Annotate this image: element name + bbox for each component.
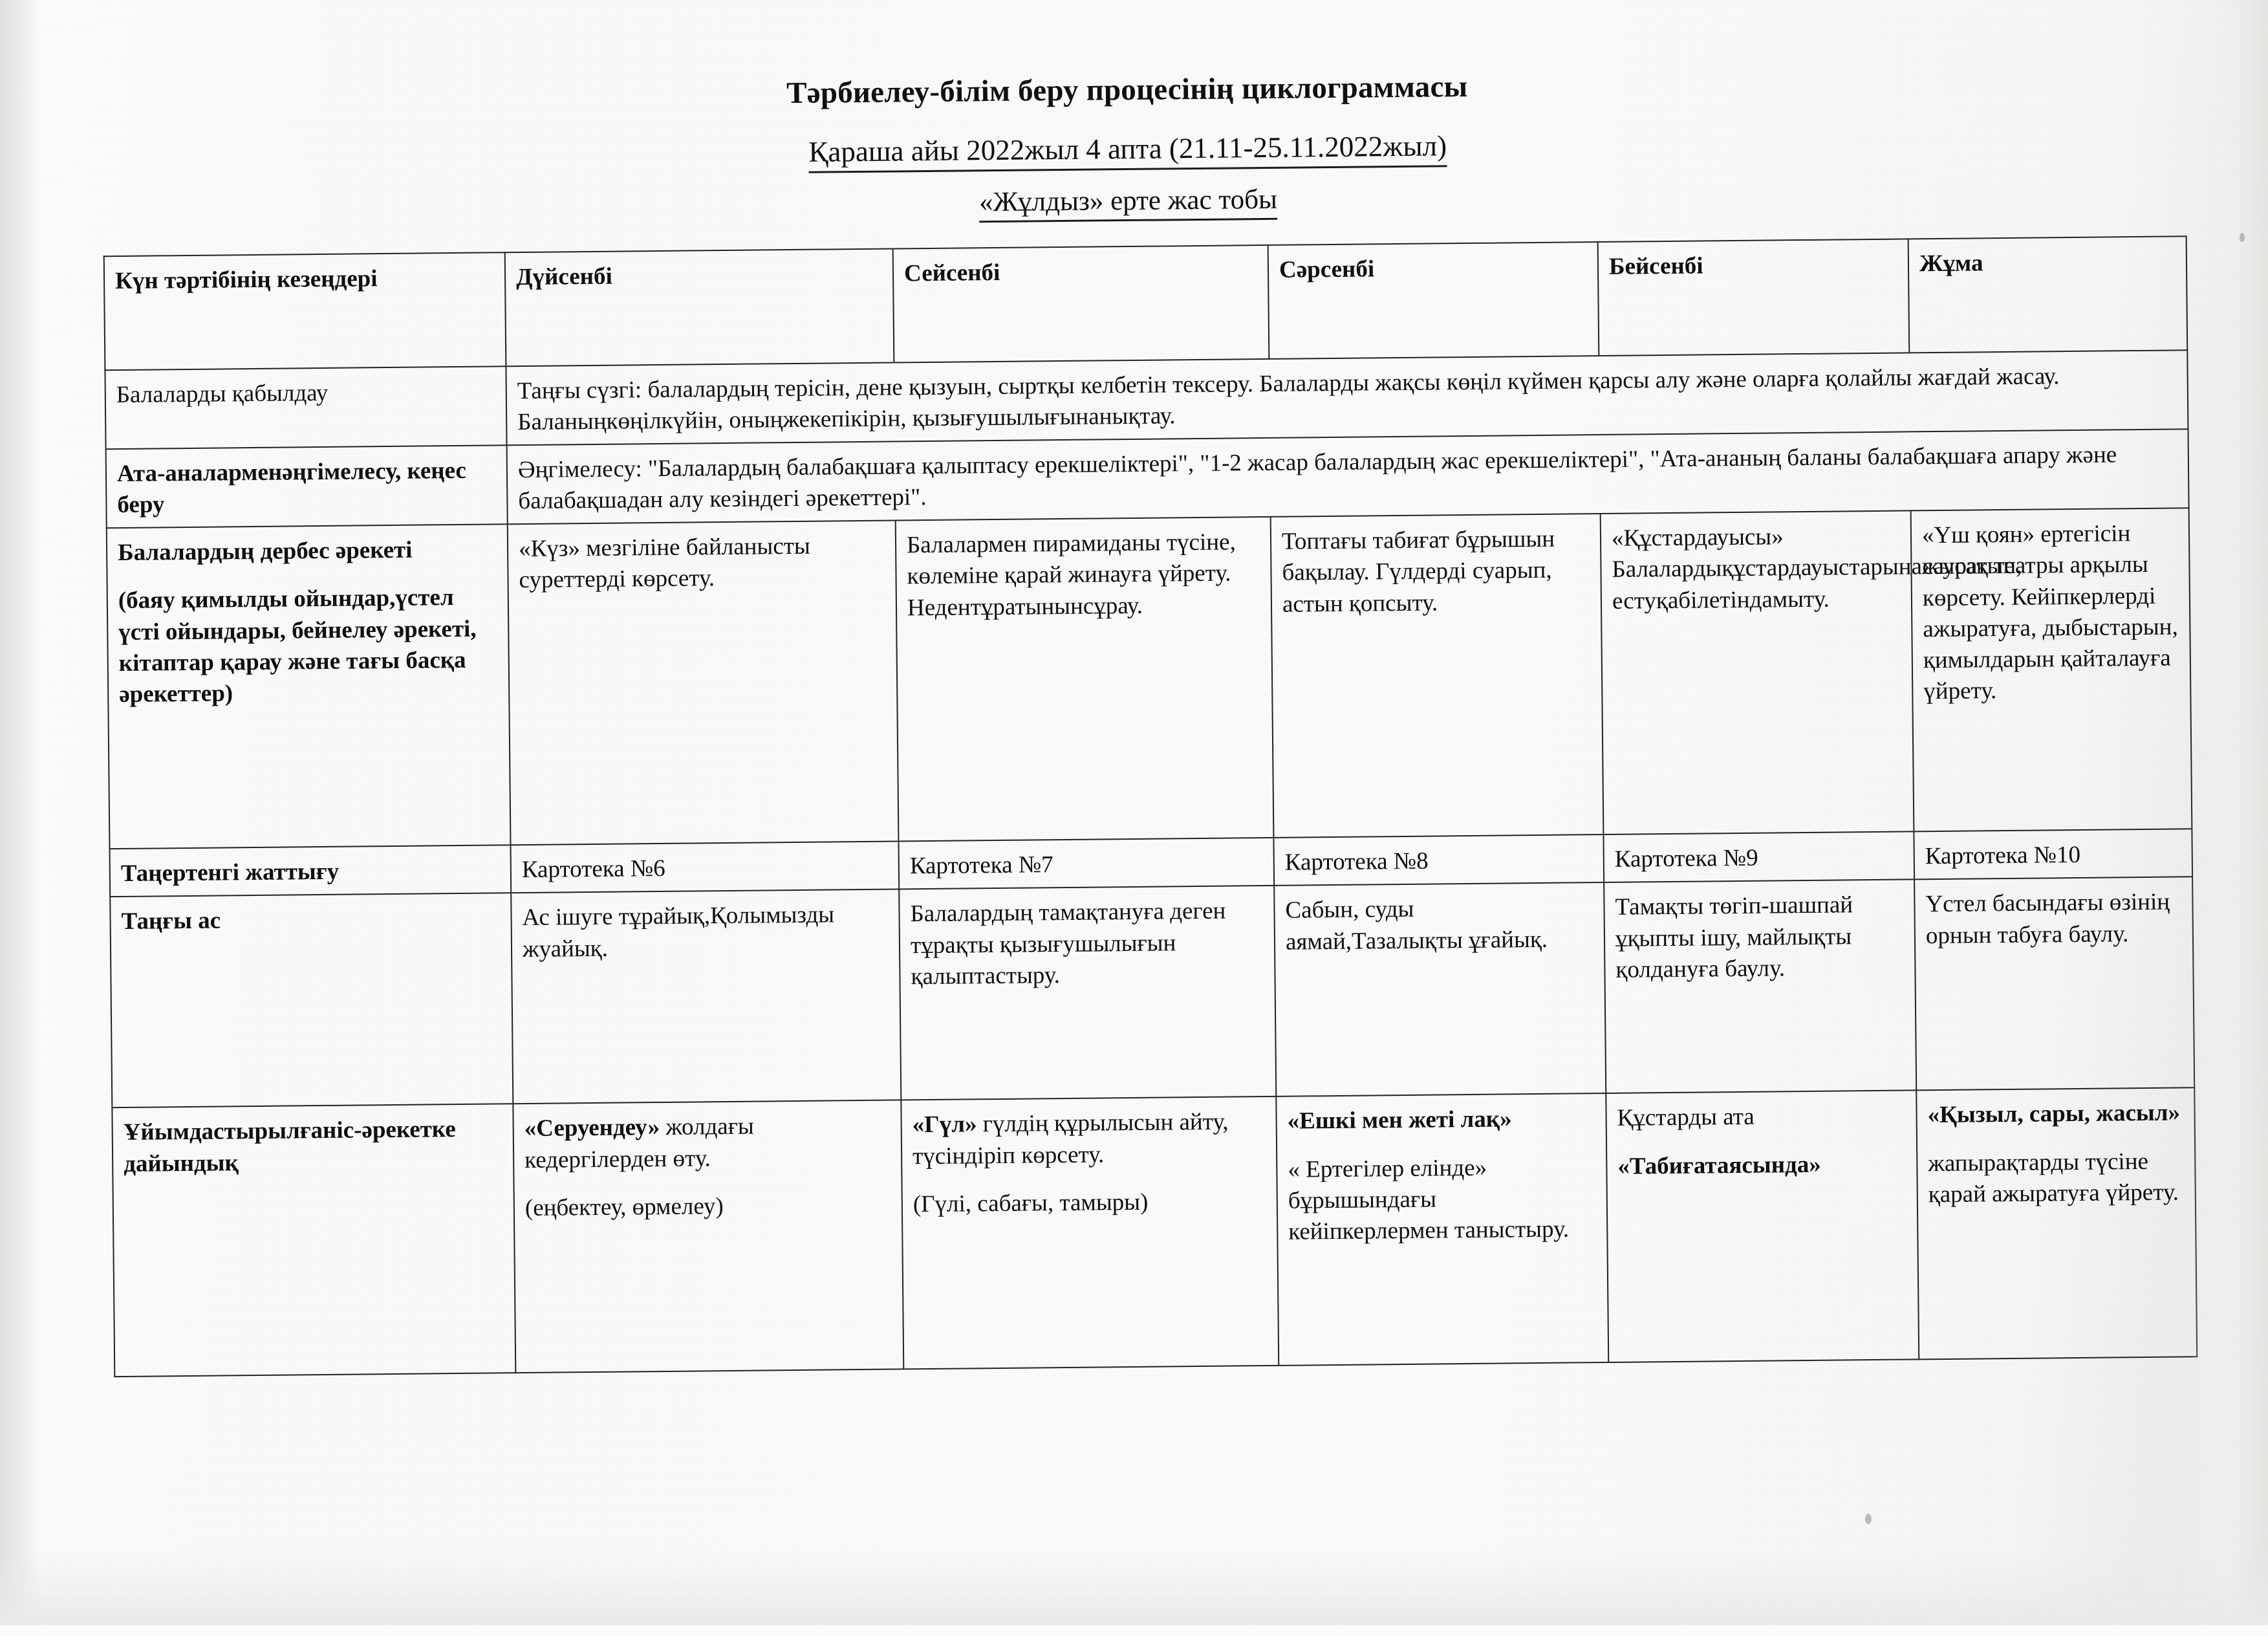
cell-breakfast-wednesday: Сабын, суды аямай,Тазалықты ұғайық. xyxy=(1274,882,1606,1096)
cell-independent-tuesday: Балалармен пирамиданы түсіне, көлеміне қ… xyxy=(896,517,1274,842)
cell-exercise-monday: Картотека №6 xyxy=(510,842,899,893)
row-label-morning-exercise: Таңертенгі жаттығу xyxy=(110,845,512,897)
cell-prep-monday: «Серуендеу» жолдағы кедергілерден өту.(е… xyxy=(513,1100,903,1373)
scan-speck xyxy=(2240,233,2245,242)
table-row: Балалардың дербес әрекеті (баяу қимылды … xyxy=(107,508,2192,849)
cell-independent-thursday: «Құстардауысы» Балалардықұстардауыстарын… xyxy=(1601,511,1914,835)
cell-breakfast-thursday: Тамақты төгіп-шашпай ұқыпты ішу, майлықт… xyxy=(1604,880,1916,1094)
table-row: Ұйымдастырылғаніс-әрекетке дайындық «Сер… xyxy=(112,1088,2197,1377)
row-label-parents: Ата-аналарменәңгімелесу, кеңес беру xyxy=(106,445,508,528)
cell-exercise-tuesday: Картотека №7 xyxy=(898,838,1274,889)
period-subtitle: Қараша айы 2022жыл 4 апта (21.11-25.11.2… xyxy=(0,121,2262,177)
row-label-independent-activity-title: Балалардың дербес әрекеті xyxy=(118,534,498,569)
scan-edge-bottom xyxy=(0,1547,2268,1625)
row-label-independent-activity-note: (баяу қимылды ойындар,үстел үсті ойындар… xyxy=(118,582,500,710)
cell-prep-thursday: Құстарды ата«Табиғатаясында» xyxy=(1606,1091,1919,1363)
row-label-breakfast: Таңғы ас xyxy=(110,893,513,1108)
group-subtitle: «Жұлдыз» ерте жас тобы xyxy=(0,174,2262,228)
table-header-row: Күн тәртібінің кезеңдері Дүйсенбі Сейсен… xyxy=(104,236,2188,370)
column-header-stage: Күн тәртібінің кезеңдері xyxy=(104,252,506,370)
document-titles: Тәрбиелеу-білім беру процесінің циклогра… xyxy=(0,61,2262,228)
cell-exercise-friday: Картотека №10 xyxy=(1914,829,2192,880)
group-subtitle-text: «Жұлдыз» ерте жас тобы xyxy=(979,184,1277,223)
column-header-thursday: Бейсенбі xyxy=(1598,239,1910,356)
column-header-tuesday: Сейсенбі xyxy=(893,245,1269,363)
cell-independent-wednesday: Топтағы табиғат бұрышын бақылау. Гүлдерд… xyxy=(1271,514,1604,838)
cyclogram-table: Күн тәртібінің кезеңдері Дүйсенбі Сейсен… xyxy=(103,235,2198,1377)
column-header-friday: Жұма xyxy=(1908,236,2188,353)
cell-independent-monday: «Күз» мезгіліне байланысты суреттерді кө… xyxy=(508,521,899,845)
cell-breakfast-monday: Ас ішуге тұрайық,Қолымызды жуайық. xyxy=(511,889,901,1104)
cell-prep-tuesday: «Гүл» гүлдің құрылысын айту, түсіндіріп … xyxy=(901,1096,1279,1369)
row-label-organized-activity-prep: Ұйымдастырылғаніс-әрекетке дайындық xyxy=(112,1104,515,1377)
cell-breakfast-friday: Үстел басындағы өзінің орнын табуға баул… xyxy=(1914,877,2194,1091)
cell-exercise-wednesday: Картотека №8 xyxy=(1273,834,1604,886)
scan-speck xyxy=(1865,1514,1872,1524)
period-subtitle-text: Қараша айы 2022жыл 4 апта (21.11-25.11.2… xyxy=(808,129,1447,173)
row-label-reception: Балаларды қабылдау xyxy=(105,366,506,449)
row-label-independent-activity: Балалардың дербес әрекеті (баяу қимылды … xyxy=(107,525,511,849)
cell-exercise-thursday: Картотека №9 xyxy=(1603,832,1914,883)
page-title: Тәрбиелеу-білім беру процесінің циклогра… xyxy=(0,61,2262,118)
scan-edge-right xyxy=(2190,0,2268,1625)
column-header-wednesday: Сәрсенбі xyxy=(1268,242,1599,359)
cell-prep-wednesday: «Ешкі мен жеті лақ»« Ертегілер елінде» б… xyxy=(1276,1093,1608,1366)
cell-prep-friday: «Қызыл, сары, жасыл»жапырақтарды түсіне … xyxy=(1916,1088,2197,1360)
scan-edge-left xyxy=(0,0,40,1625)
cell-breakfast-tuesday: Балалардың тамақтануға деген тұрақты қыз… xyxy=(899,886,1276,1100)
column-header-monday: Дүйсенбі xyxy=(505,249,894,367)
cell-independent-friday: «Үш қоян» ертегісін саусақ театры арқылы… xyxy=(1911,508,2192,832)
table-row: Таңғы ас Ас ішуге тұрайық,Қолымызды жуай… xyxy=(110,877,2194,1108)
